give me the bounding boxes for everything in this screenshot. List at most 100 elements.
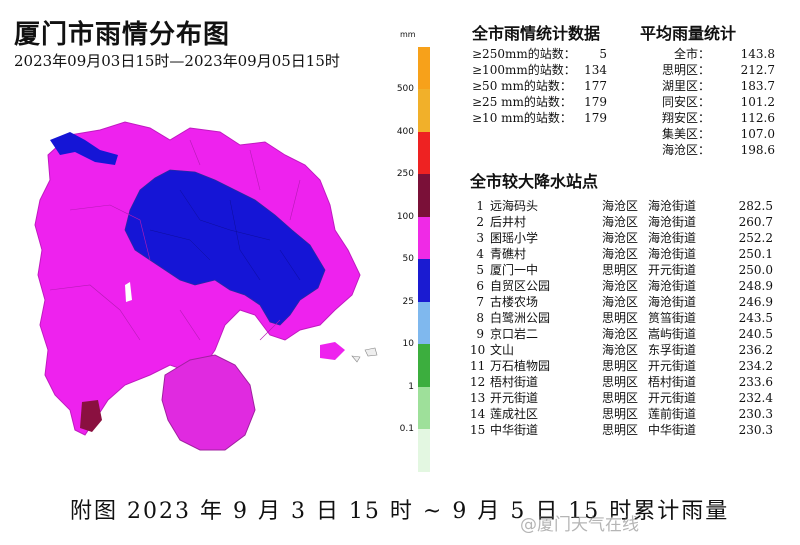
station-value: 240.5 xyxy=(738,327,773,341)
station-name: 万石植物园 xyxy=(490,359,551,373)
station-rank: 2 xyxy=(476,215,484,229)
legend-swatch xyxy=(418,174,430,217)
stats-value: 179 xyxy=(584,95,607,109)
stats-label: ≥25 mm的站数： xyxy=(472,95,572,109)
station-district: 思明区 xyxy=(602,359,639,373)
station-name: 中华街道 xyxy=(490,423,539,437)
station-value: 232.4 xyxy=(738,391,773,405)
station-district: 海沧区 xyxy=(602,279,639,293)
table-row: 15 中华街道 思明区 中华街道 230.3 xyxy=(470,422,780,439)
legend-swatch xyxy=(418,259,430,302)
station-value: 250.1 xyxy=(738,247,773,261)
figure-caption: 附图 2023 年 9 月 3 日 15 时 ~ 9 月 5 日 15 时累计雨… xyxy=(70,499,730,524)
region-heavy-rain xyxy=(124,169,326,326)
table-row: 13 开元街道 思明区 开元街道 232.4 xyxy=(470,390,780,407)
table-row: 同安区： 101.2 xyxy=(650,94,780,111)
avg-label: 湖里区： xyxy=(661,79,710,93)
station-district: 思明区 xyxy=(602,423,639,437)
stats-heading: 全市雨情统计数据 xyxy=(472,24,601,43)
stats-label: ≥250mm的站数： xyxy=(472,47,576,61)
station-district: 海沧区 xyxy=(602,247,639,261)
legend-swatch xyxy=(418,301,430,344)
station-value: 230.3 xyxy=(738,407,773,421)
region-nw-blue xyxy=(50,132,118,165)
table-row: 海沧区： 198.6 xyxy=(650,142,780,159)
station-district: 海沧区 xyxy=(602,295,639,309)
station-rank: 11 xyxy=(470,359,486,373)
legend-swatch xyxy=(418,216,430,259)
station-district: 思明区 xyxy=(602,375,639,389)
avg-value: 143.8 xyxy=(740,47,775,61)
station-name: 自贸区公园 xyxy=(490,279,551,293)
station-street: 海沧街道 xyxy=(648,247,697,261)
station-district: 思明区 xyxy=(602,311,639,325)
stats-label: ≥10 mm的站数： xyxy=(472,111,572,125)
table-row: 集美区： 107.0 xyxy=(650,126,780,143)
station-value: 230.3 xyxy=(738,423,773,437)
legend-swatch xyxy=(418,344,430,387)
avg-value: 107.0 xyxy=(740,127,775,141)
legend-tick-label: 10 xyxy=(402,339,414,349)
station-name: 白鹭洲公园 xyxy=(490,311,551,325)
legend-tick-label: 50 xyxy=(402,254,414,264)
station-name: 远海码头 xyxy=(490,199,539,213)
station-district: 海沧区 xyxy=(602,215,639,229)
station-rank: 7 xyxy=(476,295,484,309)
table-row: 6 自贸区公园 海沧区 海沧街道 248.9 xyxy=(470,278,780,295)
avg-value: 112.6 xyxy=(740,111,775,125)
station-rank: 15 xyxy=(470,423,486,437)
station-name: 古楼农场 xyxy=(490,295,539,309)
station-name: 开元街道 xyxy=(490,391,539,405)
station-street: 嵩屿街道 xyxy=(648,327,697,341)
station-rank: 8 xyxy=(476,311,484,325)
station-district: 海沧区 xyxy=(602,231,639,245)
station-value: 233.6 xyxy=(738,375,773,389)
station-street: 海沧街道 xyxy=(648,295,697,309)
table-row: 9 京口岩二 海沧区 嵩屿街道 240.5 xyxy=(470,326,780,343)
blue-boundaries xyxy=(149,189,301,281)
legend-color-scale xyxy=(418,47,430,472)
avg-table: 全市： 143.8 思明区： 212.7 湖里区： 183.7 同安区： 101.2 翔安区： 1… xyxy=(650,46,780,166)
legend-swatch xyxy=(418,131,430,174)
table-row: 1 远海码头 海沧区 海沧街道 282.5 xyxy=(470,198,780,215)
avg-label: 海沧区： xyxy=(661,143,710,157)
station-name: 青礁村 xyxy=(490,247,527,261)
legend-unit: mm xyxy=(400,30,416,39)
legend-swatch xyxy=(418,386,430,429)
station-district: 思明区 xyxy=(602,407,639,421)
station-street: 海沧街道 xyxy=(648,215,697,229)
legend-tick-label: 250 xyxy=(396,169,414,179)
station-name: 文山 xyxy=(490,343,515,357)
station-name: 京口岩二 xyxy=(490,327,539,341)
station-value: 250.0 xyxy=(738,263,773,277)
offshore-islets xyxy=(351,347,378,363)
table-row: 翔安区： 112.6 xyxy=(650,110,780,127)
region-xiamen-island xyxy=(161,354,256,451)
legend-tick-label: 1 xyxy=(408,381,414,392)
station-street: 开元街道 xyxy=(648,263,697,277)
avg-label: 翔安区： xyxy=(661,111,710,125)
district-boundaries xyxy=(49,139,301,341)
station-district: 思明区 xyxy=(602,391,639,405)
avg-label: 集美区： xyxy=(661,127,710,141)
station-street: 中华街道 xyxy=(648,423,697,437)
station-rank: 14 xyxy=(470,407,486,421)
table-row: 12 梧村街道 思明区 梧村街道 233.6 xyxy=(470,374,780,391)
legend-swatch-over xyxy=(418,47,430,89)
watermark: @厦门天气在线 xyxy=(520,515,639,535)
table-row: ≥10 mm的站数： 179 xyxy=(472,110,612,127)
avg-label: 思明区： xyxy=(661,63,710,77)
stations-heading: 全市较大降水站点 xyxy=(470,172,599,191)
stats-value: 177 xyxy=(584,79,607,93)
station-street: 东孚街道 xyxy=(648,343,697,357)
station-value: 246.9 xyxy=(738,295,773,309)
station-rank: 3 xyxy=(476,231,484,245)
legend-tick-label: 500 xyxy=(396,84,414,94)
station-value: 282.5 xyxy=(738,199,773,213)
region-east-islet xyxy=(320,342,345,360)
legend-tick-label: 25 xyxy=(402,296,414,307)
table-row: 5 厦门一中 思明区 开元街道 250.0 xyxy=(470,262,780,279)
table-row: 全市： 143.8 xyxy=(650,46,780,63)
station-district: 海沧区 xyxy=(602,327,639,341)
station-value: 252.2 xyxy=(738,231,773,245)
